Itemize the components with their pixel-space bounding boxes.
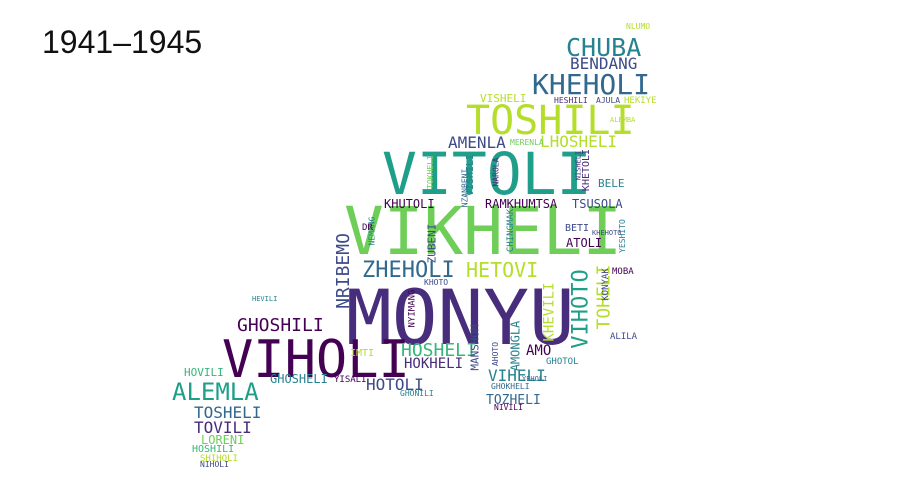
word-amo: AMO (526, 343, 552, 359)
word-hotoli: HOTOLI (366, 375, 424, 394)
word-zheholi: ZHEHOLI (362, 258, 455, 283)
word-yeshito: YESHITO (617, 219, 627, 253)
word-khehoto: KHEHOTO (592, 229, 622, 237)
word-lhosheli: LHOSHELI (540, 132, 618, 151)
word-khetoli: KHETOLI (581, 148, 593, 192)
word-loreni: LORENI (201, 433, 245, 447)
word-hosheli: HOSHELI (401, 340, 477, 361)
word-nribemo: NRIBEMO (332, 233, 354, 309)
word-manshom: MANSHOM (468, 324, 482, 371)
word-khevili: KHEVILI (541, 282, 558, 342)
word-nzanbeni: NZANBENI (460, 168, 470, 208)
word-hevili: HEVILI (252, 295, 278, 303)
word-zubeni: ZUBENI (425, 223, 439, 264)
word-viheli: VIHELI (488, 366, 546, 385)
word-merenla: MERENLA (510, 138, 544, 147)
word-tsusola: TSUSOLA (572, 197, 623, 211)
word-amongla: AMONGLA (508, 320, 523, 372)
word-tozheli: TOZHELI (486, 393, 541, 408)
word-nisheli: NISHELI (574, 150, 583, 181)
word-vikheli: VIKHELI (344, 193, 623, 270)
word-chuba: CHUBA (566, 33, 642, 62)
word-imti: IMTI (350, 348, 375, 359)
word-ghonili: GHONILI (400, 389, 434, 398)
word-narola: NAROLA (491, 157, 501, 187)
word-alemba: ALEMBA (610, 116, 636, 124)
word-tosheli: TOSHELI (194, 403, 262, 422)
word-moba: MOBA (612, 267, 634, 277)
chart-title: 1941–1945 (42, 24, 203, 60)
word-yisali: YISALI (334, 375, 367, 385)
word-niholi: NIHOLI (200, 460, 229, 469)
word-bendang: BENDANG (570, 54, 638, 73)
word-ajula: AJULA (596, 96, 621, 105)
word-hekiye: HEKIYE (624, 96, 657, 106)
word-ghokheli: GHOKHELI (491, 382, 530, 391)
word-heshili: HESHILI (554, 96, 588, 105)
word-beti: BETI (565, 223, 590, 234)
word-khutoli: KHUTOLI (384, 197, 435, 211)
word-hokheli: HOKHELI (404, 356, 464, 372)
word-ahoto: AHOTO (491, 341, 501, 367)
word-tokheli: TOKHELI (425, 155, 435, 189)
word-ramkhumtsa: RAMKHUMTSA (485, 197, 558, 211)
word-nyimang: NYIMANG (407, 289, 418, 328)
word-ghotol: GHOTOL (546, 357, 579, 367)
word-kheholi: KHEHOLI (532, 68, 651, 101)
word-shiholi: SHIHOLI (200, 454, 238, 464)
word-chingmak: CHINGMAK (506, 208, 517, 253)
word-vitoli: VITOLI (382, 140, 592, 208)
word-monyu: MONYU (346, 273, 575, 362)
word-konyak: KONYAK (600, 268, 611, 301)
word-tovili: TOVILI (194, 418, 252, 437)
word-vihoto: VIHOTO (568, 269, 594, 349)
word-nlumo: NLUMO (626, 22, 651, 31)
word-khoto: KHOTO (424, 278, 449, 287)
word-viholi: VIHOLI (222, 330, 410, 390)
word-atoli: ATOLI (566, 236, 603, 250)
word-yeholi: YEHOLI (522, 375, 548, 383)
word-nivili: NIVILI (494, 403, 523, 412)
word-bele: BELE (598, 177, 625, 190)
word-alemla: ALEMLA (172, 378, 259, 406)
word-ghoshili: GHOSHILI (237, 315, 324, 336)
word-visheli: VISHELI (480, 92, 527, 105)
word-dr: DR (362, 223, 373, 233)
word-alila: ALILA (610, 332, 638, 342)
word-ghosheli: GHOSHELI (270, 372, 328, 386)
word-hovili: HOVILI (184, 366, 224, 379)
word-toshili: TOSHILI (466, 98, 635, 144)
word-hetovi: HETOVI (466, 258, 539, 282)
word-hoshili: HOSHILI (192, 444, 235, 455)
word-amenla: AMENLA (448, 133, 506, 152)
